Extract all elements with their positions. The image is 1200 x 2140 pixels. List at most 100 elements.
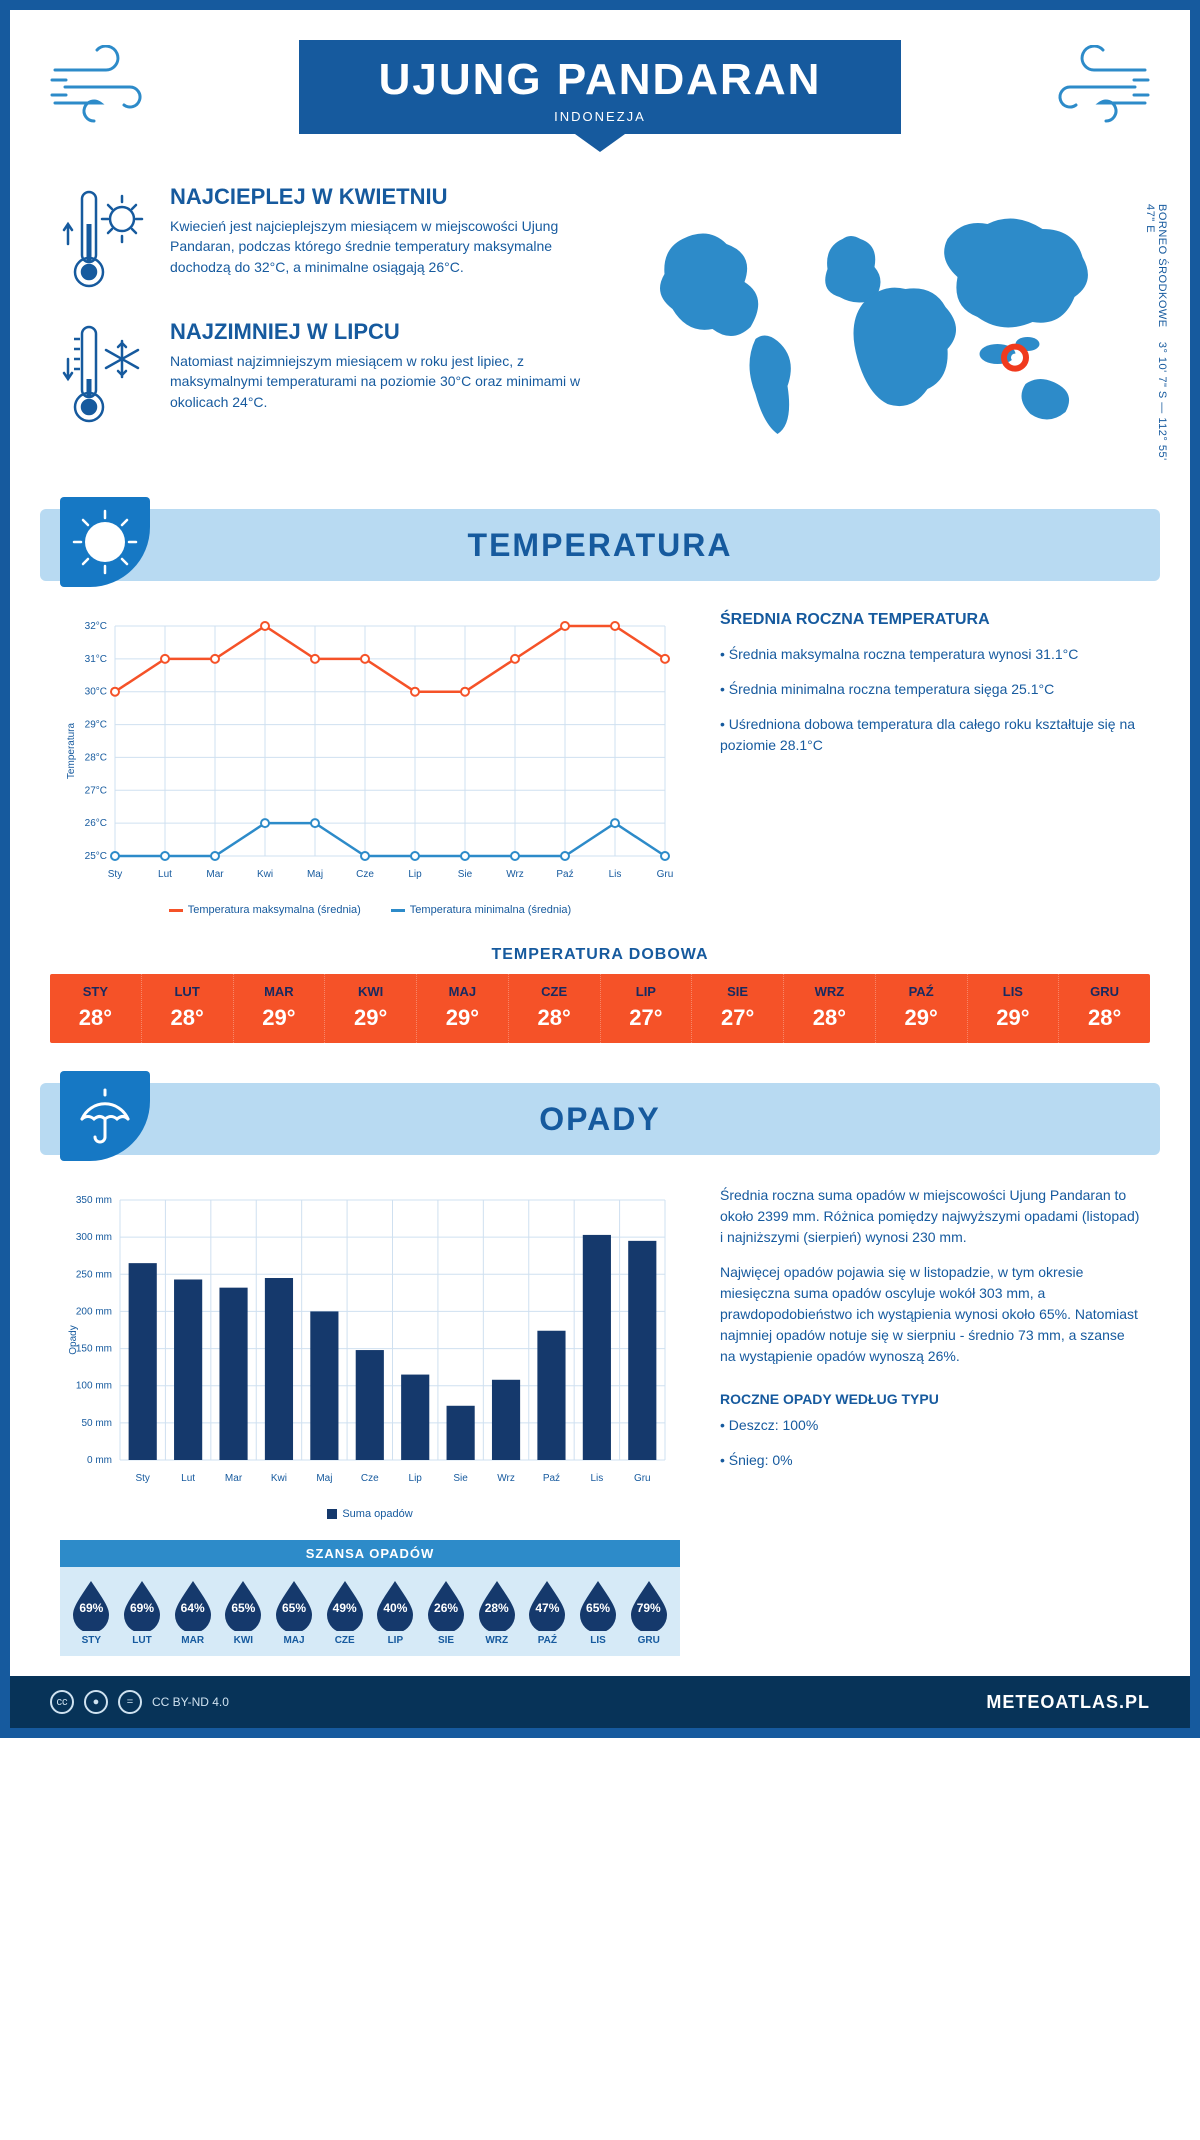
location-subtitle: INDONEZJA bbox=[379, 109, 822, 124]
warmest-text: Kwiecień jest najcieplejszym miesiącem w… bbox=[170, 216, 585, 277]
rain-summary: Średnia roczna suma opadów w miejscowośc… bbox=[720, 1185, 1140, 1656]
daily-temp-cell: LIS29° bbox=[968, 974, 1060, 1043]
svg-text:Wrz: Wrz bbox=[506, 869, 524, 880]
temp-bullet: • Uśredniona dobowa temperatura dla całe… bbox=[720, 714, 1140, 756]
daily-temp-cell: WRZ28° bbox=[784, 974, 876, 1043]
svg-text:Kwi: Kwi bbox=[257, 869, 273, 880]
wind-swirl-icon bbox=[50, 45, 160, 125]
rain-chance-cell: 79% GRU bbox=[623, 1579, 674, 1646]
svg-text:Lip: Lip bbox=[409, 1473, 423, 1484]
svg-text:29°C: 29°C bbox=[85, 720, 107, 731]
daily-temp-table: STY28°LUT28°MAR29°KWI29°MAJ29°CZE28°LIP2… bbox=[50, 974, 1150, 1043]
svg-text:27°C: 27°C bbox=[85, 785, 107, 796]
daily-temp-cell: LIP27° bbox=[601, 974, 693, 1043]
temperature-title: TEMPERATURA bbox=[468, 527, 733, 564]
svg-text:Gru: Gru bbox=[657, 869, 674, 880]
svg-text:150 mm: 150 mm bbox=[76, 1344, 112, 1355]
svg-text:Lis: Lis bbox=[609, 869, 622, 880]
daily-temp-cell: KWI29° bbox=[325, 974, 417, 1043]
header: UJUNG PANDARAN INDONEZJA bbox=[10, 10, 1190, 174]
location-title: UJUNG PANDARAN bbox=[379, 55, 822, 105]
rain-type-rain: • Deszcz: 100% bbox=[720, 1415, 1140, 1436]
footer-site: METEOATLAS.PL bbox=[986, 1692, 1150, 1713]
title-banner: UJUNG PANDARAN INDONEZJA bbox=[299, 40, 902, 134]
svg-text:Sie: Sie bbox=[453, 1473, 468, 1484]
temp-bullet: • Średnia maksymalna roczna temperatura … bbox=[720, 644, 1140, 665]
svg-text:Temperatura: Temperatura bbox=[66, 722, 77, 779]
daily-temp-cell: GRU28° bbox=[1059, 974, 1150, 1043]
svg-text:Sty: Sty bbox=[135, 1473, 149, 1484]
svg-text:Paź: Paź bbox=[556, 869, 573, 880]
rain-chance-cell: 47% PAŹ bbox=[522, 1579, 573, 1646]
svg-text:Mar: Mar bbox=[206, 869, 224, 880]
svg-text:350 mm: 350 mm bbox=[76, 1195, 112, 1206]
map-col: BORNEO ŚRODKOWE 3° 10' 7" S — 112° 55' 4… bbox=[615, 184, 1140, 469]
rain-legend: Suma opadów bbox=[60, 1508, 680, 1520]
footer-license: cc ● = CC BY-ND 4.0 bbox=[50, 1690, 229, 1714]
svg-text:25°C: 25°C bbox=[85, 851, 107, 862]
svg-text:250 mm: 250 mm bbox=[76, 1269, 112, 1280]
svg-text:28°C: 28°C bbox=[85, 752, 107, 763]
svg-text:Maj: Maj bbox=[307, 869, 323, 880]
svg-text:Opady: Opady bbox=[68, 1325, 79, 1354]
warmest-block: NAJCIEPLEJ W KWIETNIU Kwiecień jest najc… bbox=[60, 184, 585, 294]
daily-temp-cell: PAŹ29° bbox=[876, 974, 968, 1043]
rain-type-snow: • Śnieg: 0% bbox=[720, 1450, 1140, 1471]
svg-text:300 mm: 300 mm bbox=[76, 1232, 112, 1243]
summary-row: NAJCIEPLEJ W KWIETNIU Kwiecień jest najc… bbox=[10, 174, 1190, 499]
nd-icon: = bbox=[118, 1690, 142, 1714]
svg-text:Lut: Lut bbox=[181, 1473, 195, 1484]
rain-chance-cell: 65% MAJ bbox=[269, 1579, 320, 1646]
license-text: CC BY-ND 4.0 bbox=[152, 1695, 229, 1709]
temperature-chart: 25°C26°C27°C28°C29°C30°C31°C32°CStyLutMa… bbox=[60, 611, 680, 916]
thermometer-sun-icon bbox=[60, 184, 150, 294]
daily-temp-title: TEMPERATURA DOBOWA bbox=[10, 946, 1190, 964]
coldest-text: Natomiast najzimniejszym miesiącem w rok… bbox=[170, 351, 585, 412]
coldest-title: NAJZIMNIEJ W LIPCU bbox=[170, 319, 585, 345]
svg-text:Cze: Cze bbox=[356, 869, 374, 880]
coordinates-label: BORNEO ŚRODKOWE 3° 10' 7" S — 112° 55' 4… bbox=[1144, 204, 1168, 469]
wind-swirl-icon bbox=[1040, 45, 1150, 125]
by-icon: ● bbox=[84, 1690, 108, 1714]
svg-text:30°C: 30°C bbox=[85, 687, 107, 698]
svg-text:Paź: Paź bbox=[543, 1473, 560, 1484]
svg-text:0 mm: 0 mm bbox=[87, 1455, 112, 1466]
svg-text:100 mm: 100 mm bbox=[76, 1381, 112, 1392]
svg-text:200 mm: 200 mm bbox=[76, 1306, 112, 1317]
daily-temp-cell: STY28° bbox=[50, 974, 142, 1043]
rain-chance-cell: 40% LIP bbox=[370, 1579, 421, 1646]
svg-text:Lip: Lip bbox=[408, 869, 422, 880]
daily-temp-cell: LUT28° bbox=[142, 974, 234, 1043]
svg-text:50 mm: 50 mm bbox=[81, 1418, 112, 1429]
umbrella-icon bbox=[60, 1071, 150, 1161]
sun-icon bbox=[60, 497, 150, 587]
rain-summary-p2: Najwięcej opadów pojawia się w listopadz… bbox=[720, 1262, 1140, 1367]
rain-chance-title: SZANSA OPADÓW bbox=[60, 1540, 680, 1567]
temperature-banner: TEMPERATURA bbox=[40, 509, 1160, 581]
thermometer-snow-icon bbox=[60, 319, 150, 429]
temperature-chart-row: 25°C26°C27°C28°C29°C30°C31°C32°CStyLutMa… bbox=[10, 611, 1190, 936]
daily-temp-cell: MAJ29° bbox=[417, 974, 509, 1043]
svg-text:Kwi: Kwi bbox=[271, 1473, 287, 1484]
daily-temp-cell: CZE28° bbox=[509, 974, 601, 1043]
rain-title: OPADY bbox=[539, 1101, 660, 1138]
svg-text:Sie: Sie bbox=[458, 869, 473, 880]
rain-chance-cell: 26% SIE bbox=[421, 1579, 472, 1646]
rain-chance-cell: 64% MAR bbox=[167, 1579, 218, 1646]
footer: cc ● = CC BY-ND 4.0 METEOATLAS.PL bbox=[10, 1676, 1190, 1728]
summary-text-col: NAJCIEPLEJ W KWIETNIU Kwiecień jest najc… bbox=[60, 184, 585, 469]
rain-chart-row: 0 mm 50 mm 100 mm 150 mm 200 mm 250 mm 300 mm 3… bbox=[10, 1185, 1190, 1676]
rain-chance-cell: 28% WRZ bbox=[471, 1579, 522, 1646]
rain-chance-cell: 65% KWI bbox=[218, 1579, 269, 1646]
svg-text:Maj: Maj bbox=[316, 1473, 332, 1484]
world-map-icon bbox=[615, 184, 1140, 464]
rain-chance-drops: 69% STY 69% LUT 64% MAR 65% KWI 65% MAJ bbox=[60, 1567, 680, 1656]
svg-text:32°C: 32°C bbox=[85, 621, 107, 632]
svg-text:Wrz: Wrz bbox=[497, 1473, 515, 1484]
svg-text:Cze: Cze bbox=[361, 1473, 379, 1484]
svg-text:Lis: Lis bbox=[590, 1473, 603, 1484]
svg-text:26°C: 26°C bbox=[85, 818, 107, 829]
rain-summary-p1: Średnia roczna suma opadów w miejscowośc… bbox=[720, 1185, 1140, 1248]
rain-chance-cell: 49% CZE bbox=[319, 1579, 370, 1646]
svg-text:Gru: Gru bbox=[634, 1473, 651, 1484]
